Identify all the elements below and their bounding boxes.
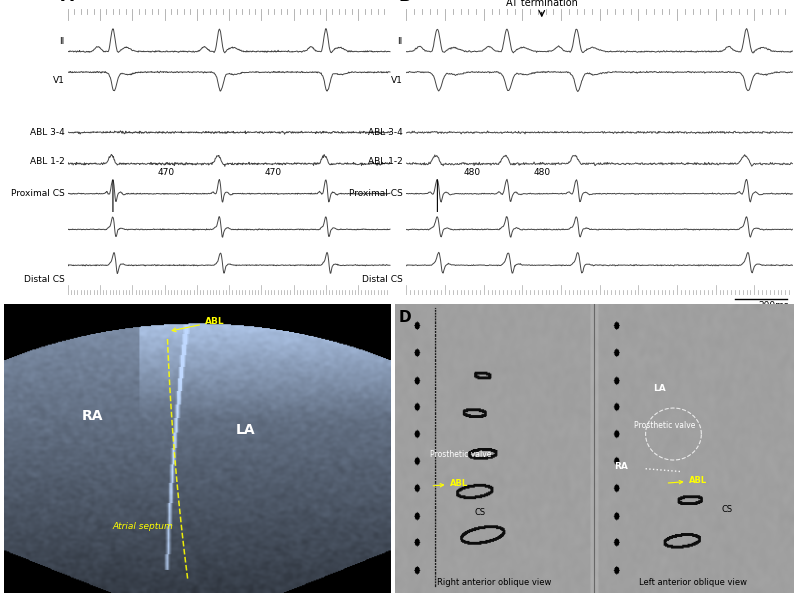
Text: Proximal CS: Proximal CS xyxy=(11,189,65,198)
Text: CS: CS xyxy=(721,505,732,514)
Text: LA: LA xyxy=(236,423,256,437)
Text: Proximal CS: Proximal CS xyxy=(349,189,402,198)
Text: RA: RA xyxy=(614,462,627,471)
Text: CS: CS xyxy=(474,508,485,517)
Text: AT termination: AT termination xyxy=(506,0,578,8)
Text: 470: 470 xyxy=(264,167,281,176)
Text: LA: LA xyxy=(654,384,666,393)
Text: II: II xyxy=(398,37,402,46)
Text: Atrial septum: Atrial septum xyxy=(112,523,173,532)
Text: Prosthetic valve: Prosthetic valve xyxy=(634,421,695,430)
Text: V1: V1 xyxy=(53,76,65,85)
Text: ABL: ABL xyxy=(433,479,469,488)
Text: 200ms: 200ms xyxy=(759,301,789,310)
Text: Distal CS: Distal CS xyxy=(362,275,402,284)
Text: RA: RA xyxy=(81,409,103,423)
Text: D: D xyxy=(398,310,411,325)
Text: A: A xyxy=(61,0,74,5)
Text: ABL 3-4: ABL 3-4 xyxy=(368,128,402,137)
Text: ABL: ABL xyxy=(172,317,225,331)
Text: ABL 1-2: ABL 1-2 xyxy=(368,157,402,166)
Text: ABL: ABL xyxy=(668,476,708,485)
Text: ABL 3-4: ABL 3-4 xyxy=(29,128,65,137)
Text: Distal CS: Distal CS xyxy=(24,275,65,284)
Text: 480: 480 xyxy=(533,167,550,176)
Text: II: II xyxy=(59,37,65,46)
Text: B: B xyxy=(398,0,411,5)
Text: Right anterior oblique view: Right anterior oblique view xyxy=(437,578,552,587)
Text: 470: 470 xyxy=(158,167,175,176)
Text: V1: V1 xyxy=(391,76,402,85)
Text: Prosthetic valve: Prosthetic valve xyxy=(430,450,492,459)
Text: ABL 1-2: ABL 1-2 xyxy=(29,157,65,166)
Text: Left anterior oblique view: Left anterior oblique view xyxy=(639,578,748,587)
Text: 480: 480 xyxy=(464,167,481,176)
Text: C: C xyxy=(12,310,23,325)
